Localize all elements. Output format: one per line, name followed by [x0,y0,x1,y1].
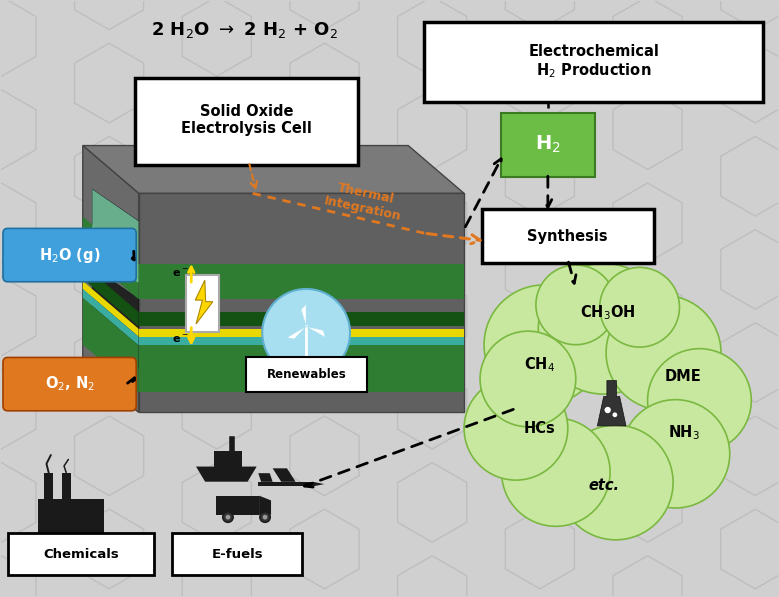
FancyBboxPatch shape [135,78,358,165]
Text: CH$_3$OH: CH$_3$OH [580,303,636,322]
FancyBboxPatch shape [482,210,654,263]
Circle shape [600,267,679,347]
Polygon shape [287,327,306,339]
Circle shape [259,512,270,522]
Polygon shape [139,193,464,413]
Text: Thermal
Integration: Thermal Integration [323,180,406,223]
Polygon shape [139,312,464,327]
Circle shape [612,413,617,417]
FancyBboxPatch shape [172,534,302,575]
Text: Renewables: Renewables [266,368,347,381]
Polygon shape [83,217,139,299]
Text: DME: DME [665,369,702,384]
Circle shape [606,296,721,410]
Polygon shape [139,337,464,346]
Polygon shape [83,264,139,327]
Polygon shape [62,473,71,499]
Text: E-fuels: E-fuels [211,547,263,561]
Polygon shape [93,267,139,368]
Circle shape [263,289,350,377]
Text: H$_2$: H$_2$ [535,134,561,155]
Polygon shape [93,189,139,283]
Polygon shape [37,499,104,547]
Circle shape [263,515,267,519]
Text: H$_2$O (g): H$_2$O (g) [39,245,100,264]
Polygon shape [301,304,306,327]
Polygon shape [259,496,271,515]
Polygon shape [83,289,139,346]
Polygon shape [216,496,259,515]
FancyBboxPatch shape [8,534,153,575]
Circle shape [502,418,610,527]
Text: Electrochemical
H$_2$ Production: Electrochemical H$_2$ Production [529,44,660,80]
Text: O$_2$, N$_2$: O$_2$, N$_2$ [45,375,95,393]
Text: CH$_4$: CH$_4$ [524,355,555,374]
Polygon shape [196,467,256,482]
FancyBboxPatch shape [246,358,367,392]
Text: Synthesis: Synthesis [527,229,608,244]
Polygon shape [196,280,213,324]
Polygon shape [83,298,139,392]
Text: Chemicals: Chemicals [43,547,118,561]
Text: 2 H$_2$O $\rightarrow$ 2 H$_2$ + O$_2$: 2 H$_2$O $\rightarrow$ 2 H$_2$ + O$_2$ [151,20,338,40]
Circle shape [621,399,730,508]
Polygon shape [214,451,241,467]
Polygon shape [139,346,464,392]
Polygon shape [83,146,139,413]
Circle shape [480,331,576,427]
Polygon shape [313,482,324,487]
Polygon shape [259,473,273,482]
Text: e$^-$: e$^-$ [171,334,189,344]
FancyBboxPatch shape [3,229,136,282]
Circle shape [559,425,673,540]
Circle shape [484,285,604,404]
Polygon shape [83,281,139,337]
Polygon shape [259,482,313,487]
Polygon shape [139,329,464,337]
Circle shape [226,515,231,519]
Polygon shape [83,146,464,193]
Text: HCs: HCs [524,421,555,436]
Text: Solid Oxide
Electrolysis Cell: Solid Oxide Electrolysis Cell [181,104,312,136]
Polygon shape [93,189,139,283]
Circle shape [223,512,233,522]
Circle shape [538,263,669,394]
FancyBboxPatch shape [425,22,763,101]
Polygon shape [306,327,326,337]
Circle shape [605,407,611,413]
Circle shape [536,265,615,344]
FancyBboxPatch shape [501,113,595,177]
Text: etc.: etc. [588,478,619,493]
Circle shape [647,349,751,453]
Polygon shape [597,380,626,426]
Text: e$^-$: e$^-$ [171,267,189,279]
Circle shape [464,377,568,480]
FancyBboxPatch shape [3,358,136,411]
Text: NH$_3$: NH$_3$ [668,423,700,442]
FancyBboxPatch shape [185,275,219,332]
Polygon shape [273,468,295,482]
Polygon shape [139,264,464,299]
Polygon shape [44,473,53,499]
